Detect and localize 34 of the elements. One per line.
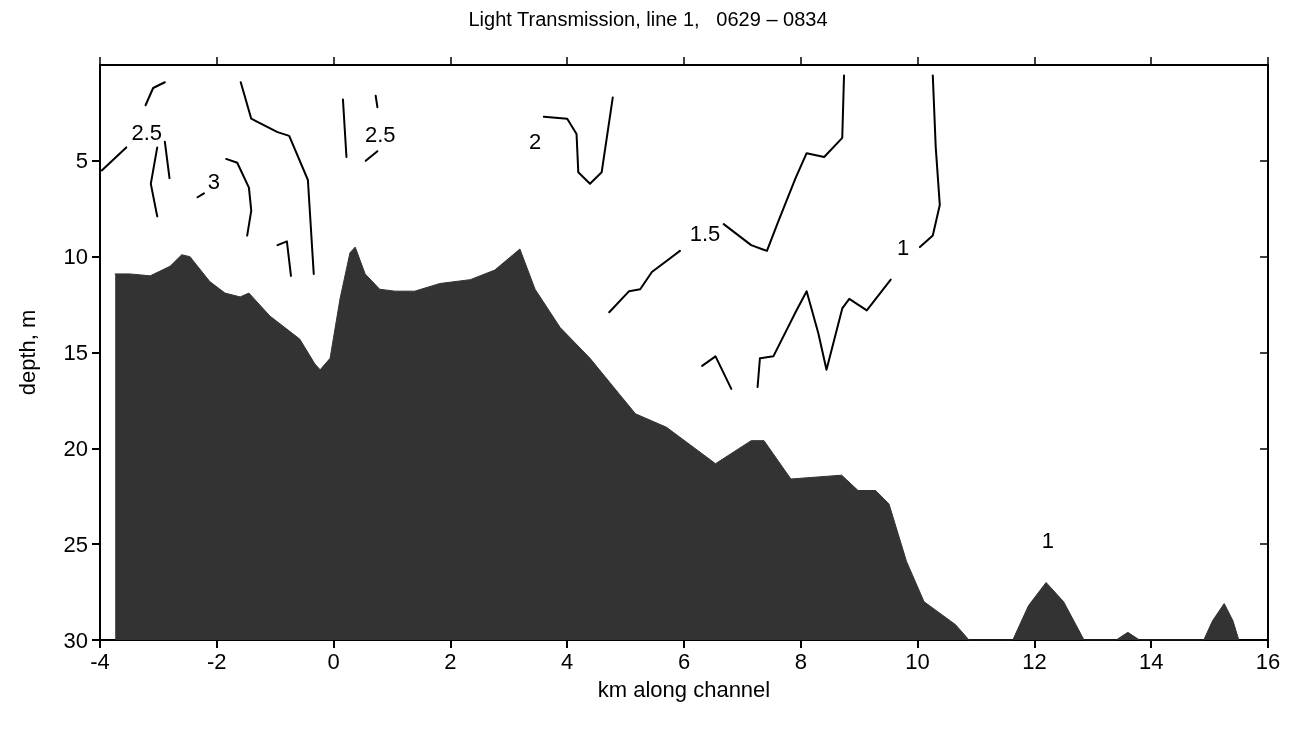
y-tick-label: 5 — [75, 148, 88, 174]
x-tick-label: 0 — [327, 648, 340, 674]
chart-title: Light Transmission, line 1, 0629 – 0834 — [468, 8, 828, 30]
y-tick-label: 10 — [63, 244, 88, 270]
line-series — [918, 74, 941, 249]
annotation: 1 — [1041, 527, 1054, 553]
annotation: 1 — [896, 234, 910, 260]
x-tick-label: 12 — [1022, 648, 1047, 674]
y-tick-label: 15 — [63, 340, 88, 365]
y-tick-label: 30 — [63, 627, 88, 653]
annotation: 2 — [528, 129, 542, 155]
line-series — [756, 278, 892, 388]
x-tick-label: 10 — [905, 648, 930, 674]
x-tick-label: 2 — [444, 648, 457, 674]
line-series — [608, 249, 681, 314]
annotation: 2.5 — [365, 121, 396, 147]
annotation: 3 — [207, 169, 221, 195]
y-axis-title: depth, m — [14, 309, 40, 396]
line-series — [239, 81, 315, 275]
annotation: 1.5 — [689, 221, 721, 247]
y-tick-label: 20 — [63, 435, 88, 461]
y-tick-label: 25 — [63, 531, 88, 557]
line-series — [722, 74, 846, 252]
x-tick-label: 14 — [1138, 648, 1164, 674]
line-series — [225, 157, 253, 237]
x-axis-title: km along channel — [597, 676, 771, 702]
x-tick-label: 4 — [561, 648, 574, 674]
x-tick-label: 16 — [1255, 648, 1281, 674]
x-tick-label: -2 — [207, 648, 227, 674]
x-tick-label: 8 — [794, 648, 807, 674]
x-tick-label: 6 — [677, 648, 691, 674]
annotation: 2.5 — [131, 119, 163, 145]
x-tick-label: -4 — [90, 648, 110, 674]
line-series — [542, 96, 614, 185]
